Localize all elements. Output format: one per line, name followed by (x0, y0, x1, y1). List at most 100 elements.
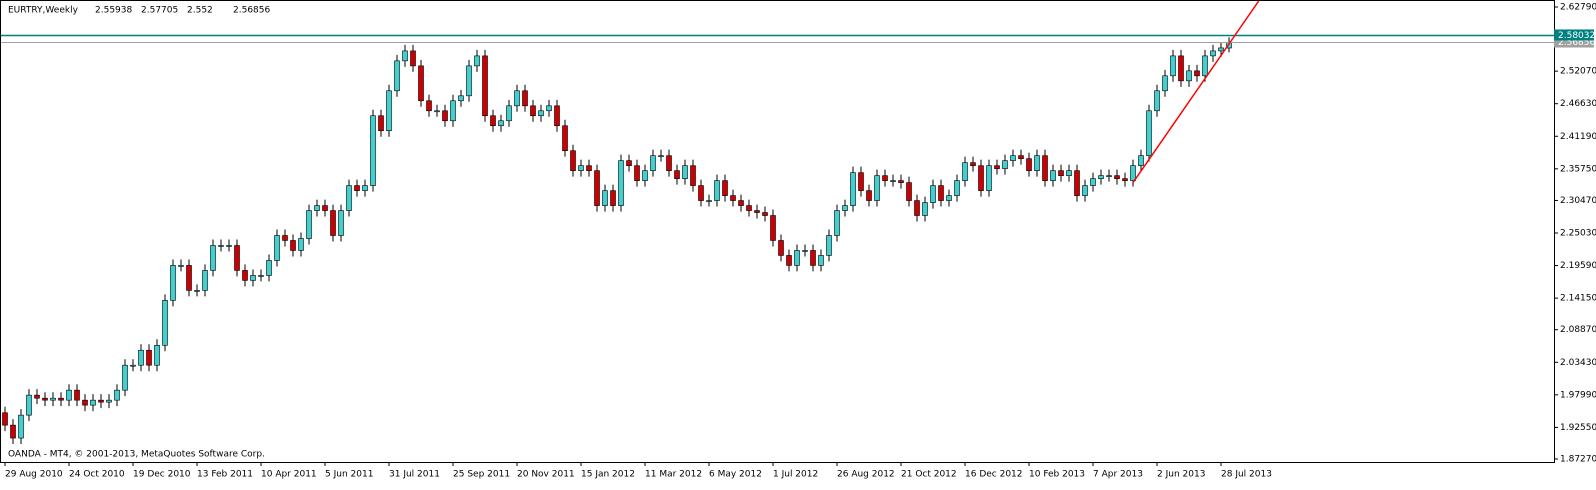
candle-body (402, 50, 408, 62)
candle-body (490, 115, 496, 127)
header-value: 2.552 (187, 6, 213, 16)
candle-body (602, 190, 608, 206)
y-tick-label: 2.35750 (1560, 164, 1596, 174)
candle-body (658, 155, 664, 157)
candle-body (498, 120, 504, 127)
y-tick-label: 2.08870 (1560, 325, 1596, 335)
candle-body (994, 165, 1000, 169)
candle-body (474, 55, 480, 67)
candle-body (1130, 165, 1136, 181)
candle-body (1194, 70, 1200, 77)
candle-body (778, 240, 784, 256)
candle-body (250, 275, 256, 281)
candle-body (1026, 158, 1032, 171)
candle-body (954, 180, 960, 196)
candle-body (810, 250, 816, 266)
candle-body (834, 210, 840, 236)
candle-body (298, 238, 304, 251)
candle-body (162, 300, 168, 346)
y-tick-label: 2.52070 (1560, 67, 1596, 77)
y-tick-label: 2.46630 (1560, 99, 1596, 109)
candle-body (458, 95, 464, 102)
candle-body (930, 185, 936, 203)
candle-body (258, 275, 264, 277)
candle-body (98, 399, 104, 403)
candle-body (66, 389, 72, 401)
candle-body (394, 60, 400, 92)
candle-body (730, 195, 736, 201)
candle-body (682, 165, 688, 179)
x-tick-label: 20 Nov 2011 (517, 470, 575, 480)
candle-body (130, 364, 136, 367)
candle-body (482, 55, 488, 117)
candle-body (234, 245, 240, 271)
candle-body (586, 165, 592, 171)
candle-body (330, 210, 336, 236)
candle-body (1090, 178, 1096, 186)
x-tick-label: 11 Mar 2012 (645, 470, 702, 480)
x-tick-label: 26 Aug 2012 (837, 470, 895, 480)
candle-body (1162, 75, 1168, 92)
y-tick-label: 1.92550 (1560, 423, 1596, 433)
header-value: 2.56856 (233, 6, 270, 16)
candle-body (226, 245, 232, 247)
candle-body (826, 235, 832, 256)
candle-body (90, 399, 96, 406)
candle-body (890, 180, 896, 182)
candle-body (10, 424, 16, 439)
y-tick-label: 2.62790 (1560, 2, 1596, 12)
candle-body (1154, 90, 1160, 112)
candle-body (274, 235, 280, 261)
x-tick-label: 2 Jun 2013 (1157, 470, 1205, 480)
candle-body (714, 180, 720, 201)
candle-body (874, 175, 880, 201)
candle-body (42, 397, 48, 401)
candle-body (426, 100, 432, 112)
candle-body (962, 162, 968, 181)
candle-body (914, 200, 920, 216)
level-label: 2.58032 (1558, 31, 1595, 41)
candle-body (754, 210, 760, 213)
candle-body (1074, 170, 1080, 196)
x-tick-label: 29 Aug 2010 (5, 470, 63, 480)
candle-body (690, 165, 696, 186)
price-label-bg (1554, 37, 1594, 48)
candle-body (978, 165, 984, 191)
candle-body (1122, 178, 1128, 181)
y-tick-label: 2.14150 (1560, 294, 1596, 304)
candle-body (674, 170, 680, 179)
x-tick-label: 10 Feb 2013 (1029, 470, 1085, 480)
candle-body (1082, 185, 1088, 196)
candle-body (802, 250, 808, 252)
candle-body (74, 389, 80, 401)
candle-body (666, 155, 672, 171)
candle-body (282, 235, 288, 241)
candle-body (786, 255, 792, 266)
candle-body (1218, 47, 1224, 52)
candle-body (122, 364, 128, 391)
candle-body (1050, 170, 1056, 181)
candle-body (946, 195, 952, 201)
candle-body (1202, 55, 1208, 77)
price-label: 2.56856 (1558, 38, 1595, 48)
candle-body (346, 185, 352, 211)
candle-body (770, 215, 776, 241)
y-tick-label: 2.30470 (1560, 196, 1596, 206)
x-tick-label: 1 Jul 2012 (773, 470, 818, 480)
candle-body (138, 349, 144, 366)
x-tick-label: 21 Oct 2012 (901, 470, 957, 480)
candle-body (746, 205, 752, 211)
candle-body (642, 170, 648, 181)
candle-body (1106, 175, 1112, 177)
candle-body (1058, 170, 1064, 176)
x-tick-label: 19 Dec 2010 (133, 470, 191, 480)
candle-body (450, 100, 456, 122)
candle-body (842, 205, 848, 211)
candle-body (922, 202, 928, 216)
x-tick-label: 16 Dec 2012 (965, 470, 1023, 480)
candle-body (266, 260, 272, 276)
candle-body (818, 255, 824, 266)
candle-body (202, 270, 208, 291)
candle-body (530, 105, 536, 117)
